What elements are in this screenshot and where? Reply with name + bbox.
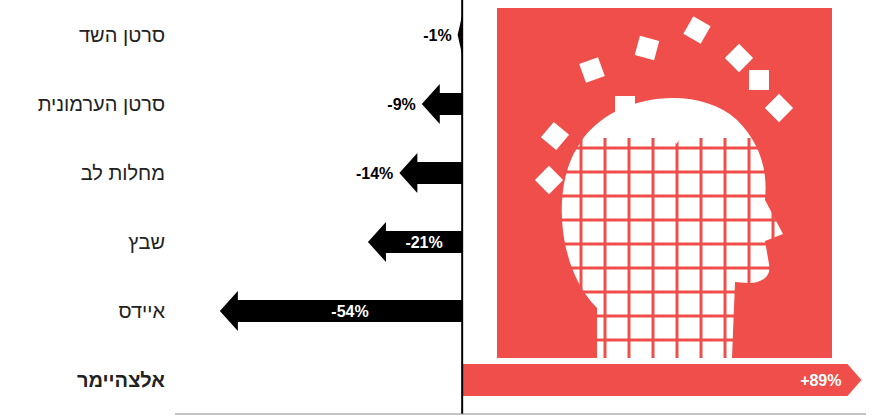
svg-text:+89%: +89% [800, 372, 841, 389]
svg-text:-21%: -21% [405, 234, 442, 251]
svg-text:-9%: -9% [387, 96, 415, 113]
svg-text:-54%: -54% [331, 303, 368, 320]
svg-text:אלצהיימר: אלצהיימר [77, 369, 165, 391]
svg-text:שבץ: שבץ [128, 231, 165, 253]
svg-text:מחלות לב: מחלות לב [81, 162, 165, 184]
svg-text:סרטן הערמונית: סרטן הערמונית [38, 93, 165, 115]
svg-text:-14%: -14% [356, 165, 393, 182]
svg-text:סרטן השד: סרטן השד [79, 24, 165, 46]
svg-text:-1%: -1% [423, 27, 451, 44]
svg-text:איידס: איידס [118, 300, 165, 322]
